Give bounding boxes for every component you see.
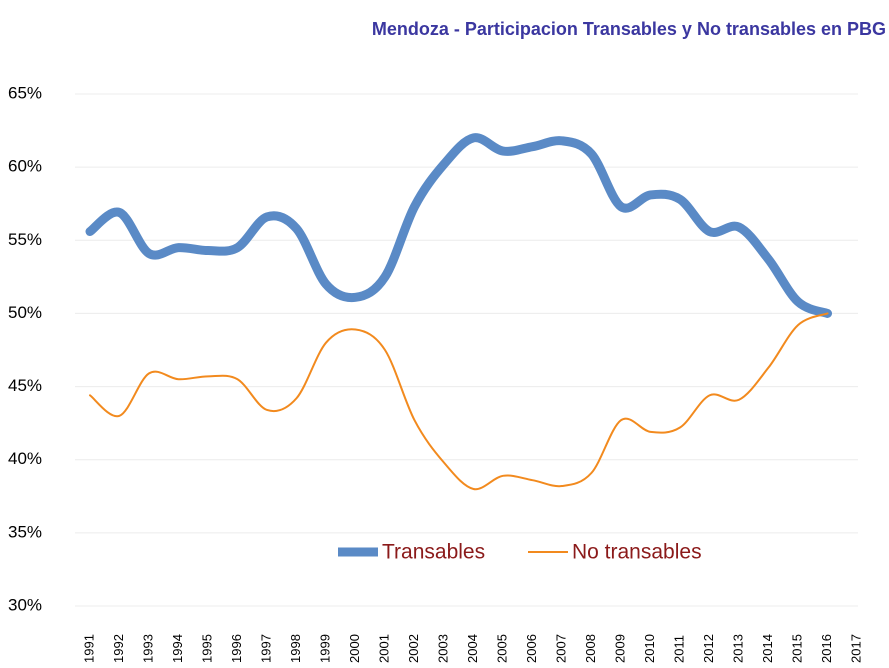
x-tick-label: 2014 xyxy=(760,634,775,663)
x-tick-label: 2013 xyxy=(730,634,745,663)
x-tick-label: 1996 xyxy=(229,634,244,663)
x-tick-label: 2007 xyxy=(553,634,568,663)
x-tick-label: 1997 xyxy=(258,634,273,663)
x-tick-label: 2000 xyxy=(347,634,362,663)
x-tick-label: 1991 xyxy=(81,634,96,663)
x-tick-label: 2004 xyxy=(465,634,480,663)
y-tick-label: 40% xyxy=(8,449,42,468)
y-tick-label: 50% xyxy=(8,303,42,322)
x-tick-label: 2001 xyxy=(376,634,391,663)
x-tick-label: 2015 xyxy=(789,634,804,663)
x-tick-label: 2012 xyxy=(701,634,716,663)
x-tick-label: 2017 xyxy=(848,634,863,663)
x-tick-label: 1998 xyxy=(288,634,303,663)
x-tick-label: 2005 xyxy=(494,634,509,663)
x-tick-label: 2009 xyxy=(612,634,627,663)
x-tick-label: 1999 xyxy=(317,634,332,663)
line-series xyxy=(85,133,832,318)
x-tick-label: 2006 xyxy=(524,634,539,663)
x-tick-label: 2008 xyxy=(583,634,598,663)
x-tick-label: 1993 xyxy=(140,634,155,663)
y-tick-label: 35% xyxy=(8,522,42,541)
y-tick-label: 65% xyxy=(8,83,42,102)
legend-label: Transables xyxy=(382,541,485,564)
x-tick-label: 1992 xyxy=(111,634,126,663)
x-tick-label: 2010 xyxy=(642,634,657,663)
chart-title: Mendoza - Participacion Transables y No … xyxy=(372,19,886,39)
x-tick-label: 1995 xyxy=(199,634,214,663)
legend-label: No transables xyxy=(572,541,702,564)
y-tick-label: 30% xyxy=(8,595,42,614)
x-tick-label: 2011 xyxy=(671,635,686,663)
y-tick-label: 60% xyxy=(8,157,42,176)
x-tick-label: 2003 xyxy=(435,634,450,663)
x-tick-label: 2016 xyxy=(819,634,834,663)
x-tick-label: 2002 xyxy=(406,634,421,663)
y-tick-label: 55% xyxy=(8,230,42,249)
line-series xyxy=(89,312,829,491)
x-tick-label: 1994 xyxy=(170,634,185,663)
y-tick-label: 45% xyxy=(8,376,42,395)
